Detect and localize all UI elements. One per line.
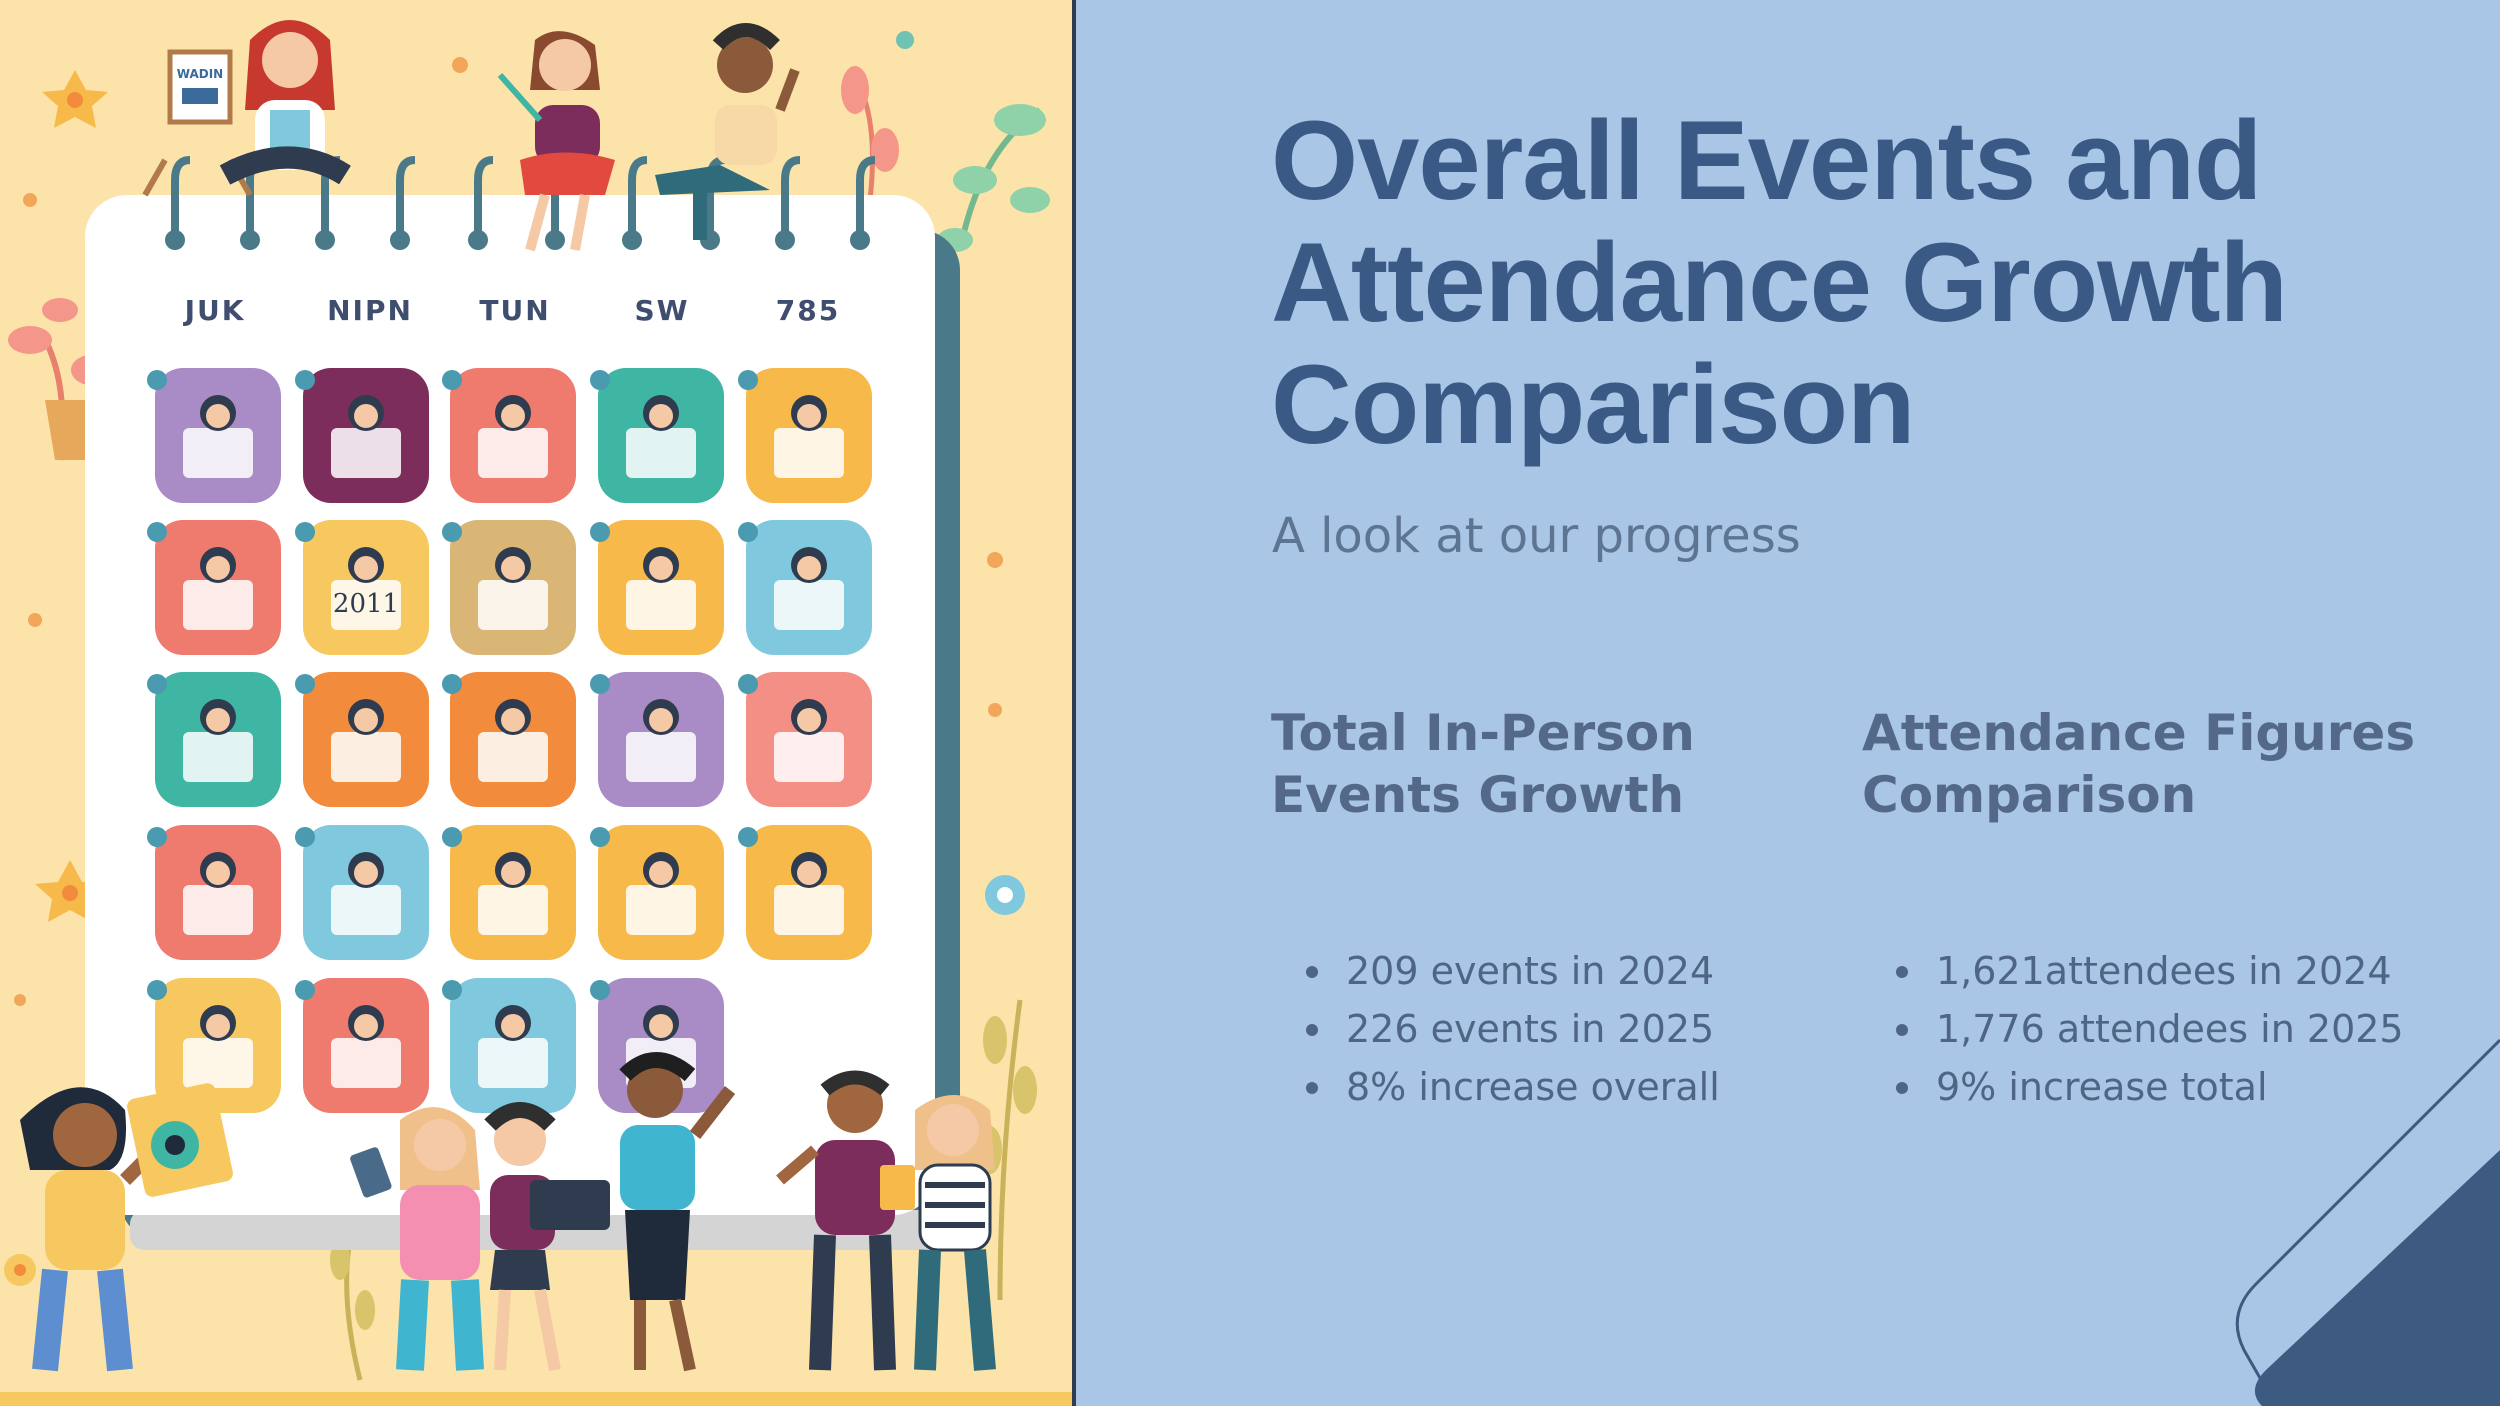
calculator-icon xyxy=(147,978,281,1113)
person-icon xyxy=(219,20,351,185)
events-growth-heading: Total In-Person Events Growth xyxy=(1271,702,1695,826)
ground-strip xyxy=(0,1392,1072,1406)
event-illustration: JUK NIPN TUN SW 785 2011PSRK WADIN xyxy=(0,0,1072,1406)
decor-dot xyxy=(987,552,1003,568)
chat-icon xyxy=(590,672,724,807)
corner-decoration xyxy=(2235,1038,2500,1406)
whiteboard-icon xyxy=(295,520,429,655)
corner-shape xyxy=(2254,1150,2500,1406)
title-line: Overall Events and xyxy=(1271,98,2262,223)
calendar-header: JUK xyxy=(183,294,246,327)
person-icon xyxy=(914,1095,996,1371)
person-icon xyxy=(350,1107,484,1371)
video-call-icon xyxy=(442,672,576,807)
decor-dot xyxy=(896,31,914,49)
laptop-person-icon xyxy=(738,368,872,503)
easel-icon xyxy=(590,520,724,655)
easel-icon: WADIN xyxy=(142,49,253,197)
heading-line: Total In-Person xyxy=(1271,704,1695,762)
plant-icon xyxy=(330,999,1037,1381)
decor-dot xyxy=(23,193,37,207)
bullet-item: 226 events in 2025 xyxy=(1306,1000,1720,1058)
avatar-icon xyxy=(738,825,872,960)
person-icon xyxy=(497,31,615,252)
attendance-bullet-list: 1,621attendees in 2024 1,776 attendees i… xyxy=(1896,942,2404,1116)
bullet-item: 1,776 attendees in 2025 xyxy=(1896,1000,2404,1058)
person-icon xyxy=(20,1087,170,1372)
house-icon xyxy=(442,520,576,655)
person-icon xyxy=(147,520,281,655)
decor-dot xyxy=(28,613,42,627)
slide-subtitle: A look at our progress xyxy=(1272,508,1801,564)
globe-icon xyxy=(442,825,576,960)
person-icon xyxy=(484,1102,610,1372)
heading-line: Attendance Figures xyxy=(1862,704,2416,762)
title-line: Comparison xyxy=(1271,342,1915,467)
attendance-heading: Attendance Figures Comparison xyxy=(1862,702,2415,826)
bullet-item: 8% increase overall xyxy=(1306,1058,1720,1116)
globe-screen-icon xyxy=(738,520,872,655)
calendar-illustration: JUK NIPN TUN SW 785 2011PSRK WADIN xyxy=(0,20,1072,1406)
person-icon xyxy=(619,1052,736,1372)
decor-dot xyxy=(14,994,26,1006)
events-bullet-list: 209 events in 2024 226 events in 2025 8%… xyxy=(1306,942,1720,1116)
document-icon xyxy=(442,368,576,503)
decor-dot xyxy=(988,703,1002,717)
notes-icon xyxy=(147,825,281,960)
flower-icon xyxy=(4,1254,36,1286)
laptop-person-icon xyxy=(590,825,724,960)
panel-divider xyxy=(1072,0,1076,1406)
flower-icon xyxy=(985,875,1025,915)
decor-dot xyxy=(452,57,468,73)
meeting-icon xyxy=(295,978,429,1113)
heading-line: Comparison xyxy=(1862,766,2197,824)
bullet-item: 209 events in 2024 xyxy=(1306,942,1720,1000)
sign-icon xyxy=(127,1083,233,1197)
calendar-header: SW xyxy=(634,294,689,327)
robot-icon xyxy=(590,368,724,503)
bullet-item: 1,621attendees in 2024 xyxy=(1896,942,2404,1000)
corner-outline xyxy=(2235,1038,2500,1406)
person-icon xyxy=(442,978,576,1113)
person-icon xyxy=(776,1070,915,1371)
calendar-grid: 2011PSRK xyxy=(147,368,872,1113)
whiteboard-text: 2011 xyxy=(333,589,399,619)
calendar-header: NIPN xyxy=(327,294,413,327)
classroom-icon xyxy=(295,672,429,807)
bullet-item: 9% increase total xyxy=(1896,1058,2404,1116)
star-icon xyxy=(42,70,108,128)
calendar-icon xyxy=(295,825,429,960)
title-line: Attendance Growth xyxy=(1271,220,2288,345)
folder-icon xyxy=(295,368,429,503)
easel-sign-text: WADIN xyxy=(177,67,223,81)
calendar-header: 785 xyxy=(776,294,840,327)
presentation-icon xyxy=(147,672,281,807)
person-icon xyxy=(655,23,800,240)
calendar-header: TUN xyxy=(479,294,550,327)
reading-icon xyxy=(738,672,872,807)
person-icon xyxy=(147,368,281,503)
heading-line: Events Growth xyxy=(1271,766,1685,824)
slide-title: Overall Events and Attendance Growth Com… xyxy=(1271,100,2471,466)
slide-content: Overall Events and Attendance Growth Com… xyxy=(1076,0,2500,1406)
